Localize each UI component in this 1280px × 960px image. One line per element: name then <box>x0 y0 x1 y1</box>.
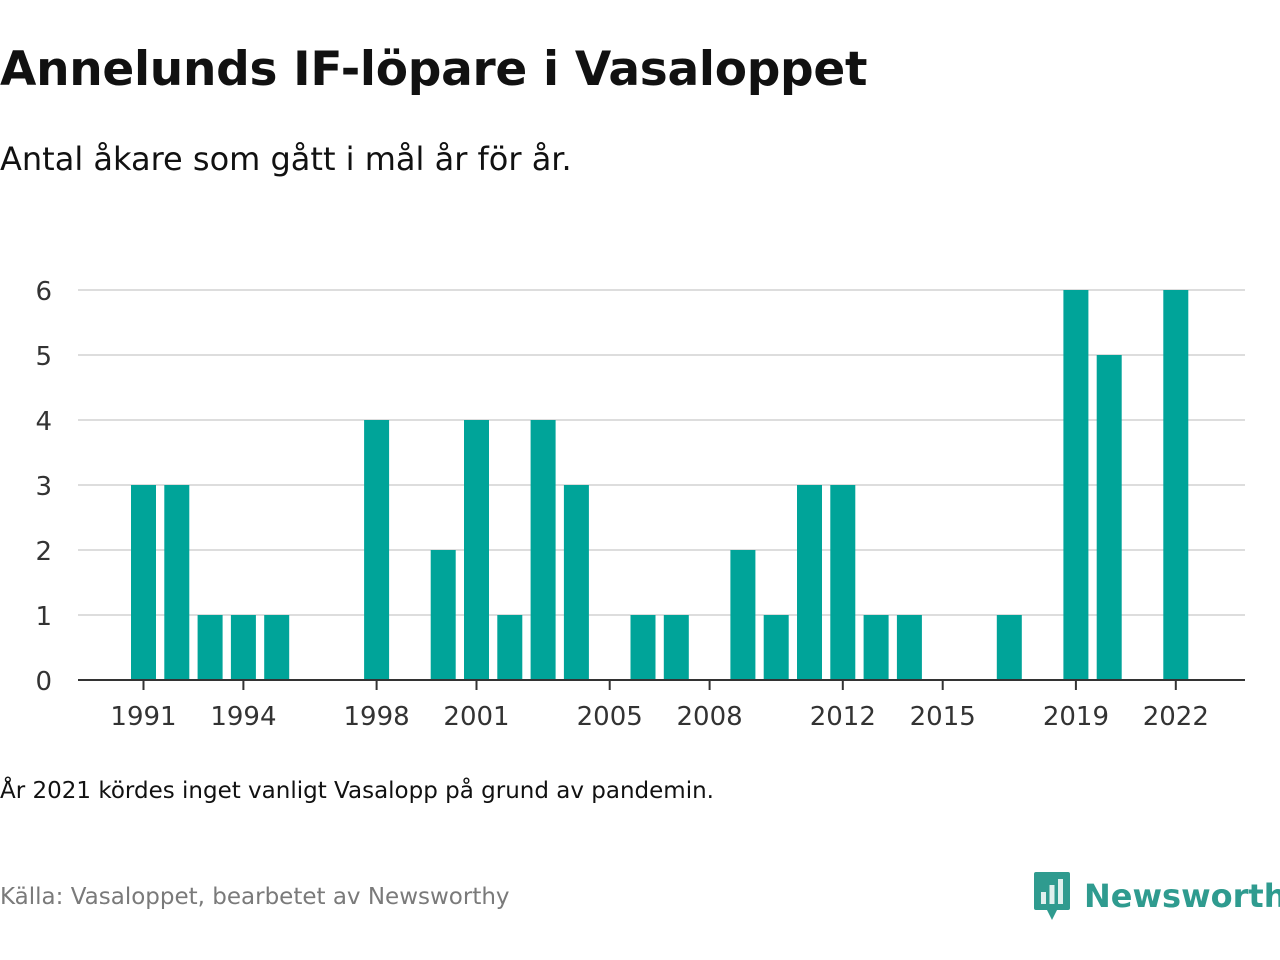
x-tick-label: 2019 <box>1043 702 1109 732</box>
bar-1993 <box>197 615 223 680</box>
bar-1992 <box>164 485 190 680</box>
brand-logo: Newsworthy <box>1032 870 1280 922</box>
bar-2009 <box>730 550 756 680</box>
y-tick-label: 4 <box>35 407 52 437</box>
bar-2019 <box>1063 290 1089 680</box>
chart-subtitle: Antal åkare som gått i mål år för år. <box>0 140 572 178</box>
chart-title: Annelunds IF-löpare i Vasaloppet <box>0 42 868 97</box>
bar-1994 <box>230 615 256 680</box>
x-tick-label: 2005 <box>577 702 643 732</box>
y-tick-label: 6 <box>35 277 52 307</box>
y-tick-label: 0 <box>35 667 52 697</box>
bar-2002 <box>497 615 523 680</box>
bar-2010 <box>763 615 789 680</box>
y-tick-label: 5 <box>35 342 52 372</box>
bar-2004 <box>563 485 589 680</box>
y-tick-label: 2 <box>35 537 52 567</box>
x-tick-label: 1994 <box>210 702 276 732</box>
bar-2001 <box>464 420 489 680</box>
x-tick-label: 1998 <box>344 702 410 732</box>
x-axis <box>78 679 1245 690</box>
x-tick-label: 2012 <box>810 702 876 732</box>
x-tick-label: 2001 <box>443 702 509 732</box>
x-tick-label: 2008 <box>677 702 743 732</box>
bar-1998 <box>364 420 390 680</box>
bar-chart: 0 1 2 3 4 5 6 1991 1994 1998 2001 2005 2008 2012 2015… <box>35 277 1245 732</box>
source-credit: Källa: Vasaloppet, bearbetet av Newswort… <box>0 884 510 910</box>
bar-2000 <box>430 550 456 680</box>
footnote: År 2021 kördes inget vanligt Vasalopp på… <box>0 778 714 804</box>
y-axis-labels: 0 1 2 3 4 5 6 <box>35 277 52 697</box>
bar-2020 <box>1096 355 1122 680</box>
newsworthy-logo-icon <box>1034 872 1070 920</box>
bar-2013 <box>863 615 889 680</box>
x-tick-label: 2015 <box>910 702 976 732</box>
x-tick-label: 2022 <box>1143 702 1209 732</box>
bar-2003 <box>530 420 556 680</box>
x-tick-label: 1991 <box>110 702 176 732</box>
bar-1991 <box>131 485 156 680</box>
bar-2007 <box>663 615 689 680</box>
bars <box>131 290 1189 680</box>
brand-name: Newsworthy <box>1084 877 1280 915</box>
bar-2011 <box>797 485 822 680</box>
y-tick-label: 3 <box>35 472 52 502</box>
bar-2006 <box>630 615 656 680</box>
bar-2017 <box>996 615 1022 680</box>
bar-2022 <box>1163 290 1189 680</box>
y-tick-label: 1 <box>35 602 52 632</box>
bar-2012 <box>830 485 856 680</box>
bar-1995 <box>264 615 290 680</box>
bar-2014 <box>896 615 922 680</box>
x-axis-labels: 1991 1994 1998 2001 2005 2008 2012 2015 2019 2022 <box>110 702 1208 732</box>
